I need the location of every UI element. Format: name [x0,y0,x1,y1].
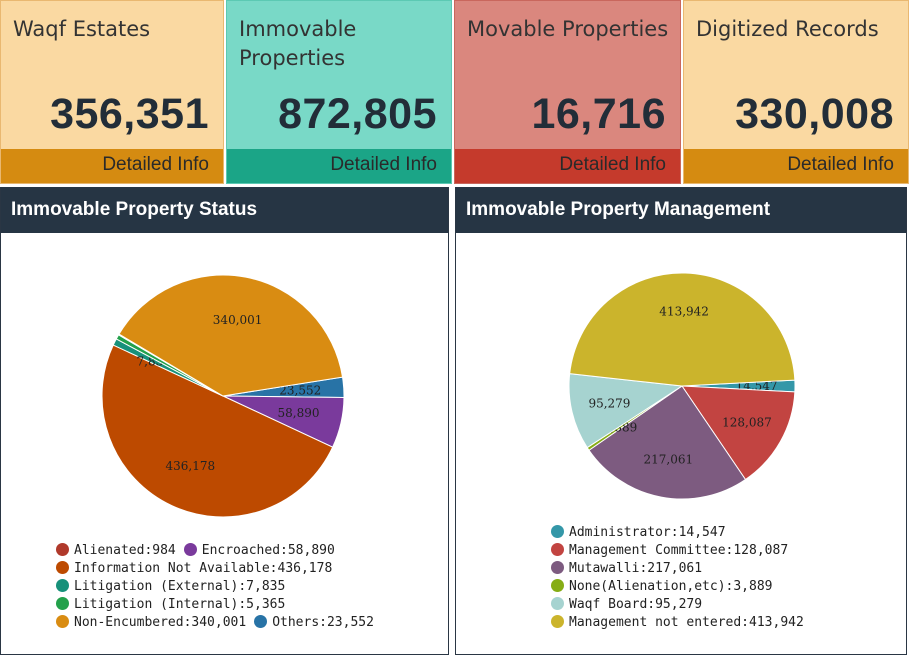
legend-label: Mutawalli:217,061 [569,561,703,576]
legend-row: Administrator:14,547 [551,524,812,542]
legend-swatch [551,579,564,592]
card-footer[interactable]: Detailed Info [1,149,223,183]
card-value: 356,351 [50,90,209,138]
slice-label-mutawalli: 217,061 [643,452,693,466]
movable-properties-card: Movable Properties 16,716 Detailed Info [454,0,681,184]
pie-slice-mutawalli[interactable] [588,385,747,500]
detailed-info-link[interactable]: Detailed Info [102,154,209,175]
legend-swatch [551,615,564,628]
pie-slice-waqf-board[interactable] [568,373,684,449]
slice-label-encroached: 58,890 [277,406,319,420]
legend-row: Mutawalli:217,061 [551,560,812,578]
panel-header: Immovable Property Status [1,187,448,233]
legend-label: None(Alienation,etc):3,889 [569,579,773,594]
detailed-info-link[interactable]: Detailed Info [559,154,666,175]
legend-row: Alienated:984 Encroached:58,890 [56,542,382,560]
property-status-panel: Immovable Property Status 23,552 58,890 43… [0,187,449,655]
legend-swatch [56,579,69,592]
legend-item-information-not-available[interactable]: Information Not Available:436,178 [56,560,332,578]
legend-swatch [56,597,69,610]
legend-label: Litigation (External):7,835 [74,579,286,594]
pie-slice-information-not-available[interactable] [101,344,334,518]
legend-item-litigation-internal[interactable]: Litigation (Internal):5,365 [56,596,285,614]
legend-row: Management not entered:413,942 [551,614,812,632]
legend-item-mutawalli[interactable]: Mutawalli:217,061 [551,560,702,578]
digitized-records-card: Digitized Records 330,008 Detailed Info [683,0,909,184]
property-management-legend: Administrator:14,547 Management Committee… [551,524,812,632]
legend-item-management-not-entered[interactable]: Management not entered:413,942 [551,614,804,632]
pie-slice-management-committee[interactable] [681,385,796,481]
legend-swatch [254,615,268,628]
card-value: 16,716 [531,90,666,138]
slice-label-management-not-entered: 413,942 [659,304,709,318]
legend-label: Others:23,552 [272,615,374,630]
card-footer[interactable]: Detailed Info [227,149,451,183]
legend-row: Litigation (Internal):5,365 [56,596,382,614]
legend-swatch [56,615,69,628]
card-title: Waqf Estates [13,17,151,41]
detailed-info-link[interactable]: Detailed Info [787,154,894,175]
legend-label: Information Not Available:436,178 [74,561,333,576]
legend-label: Administrator:14,547 [569,525,726,540]
legend-row: Waqf Board:95,279 [551,596,812,614]
legend-item-administrator[interactable]: Administrator:14,547 [551,524,726,542]
card-title: Movable Properties [467,17,669,41]
card-footer[interactable]: Detailed Info [455,149,680,183]
slice-label-non-encumbered: 340,001 [213,313,263,327]
legend-row: None(Alienation,etc):3,889 [551,578,812,596]
waqf-estates-card: Waqf Estates 356,351 Detailed Info [0,0,224,184]
legend-row: Litigation (External):7,835 [56,578,382,596]
slice-label-others: 23,552 [279,383,321,397]
panel-header: Immovable Property Management [456,187,906,233]
property-status-legend: Alienated:984 Encroached:58,890 Informatio… [56,542,382,632]
legend-row: Information Not Available:436,178 [56,560,382,578]
slice-label-waqf-board: 95,279 [588,396,630,410]
legend-item-litigation-external[interactable]: Litigation (External):7,835 [56,578,285,596]
legend-swatch [56,561,69,574]
immovable-properties-card: Immovable Properties 872,805 Detailed In… [226,0,452,184]
panel-title: Immovable Property Management [466,199,771,220]
property-management-panel: Immovable Property Management 14,547 128,… [455,187,907,655]
legend-label: Encroached:58,890 [201,543,335,558]
slice-label-management-committee: 128,087 [722,416,772,430]
legend-swatch [551,597,564,610]
legend-item-others[interactable]: Others:23,552 [254,614,374,632]
legend-item-encroached[interactable]: Encroached:58,890 [183,542,335,560]
slice-label-information-not-available: 436,178 [166,459,216,473]
legend-swatch [551,525,564,538]
legend-swatch [56,543,69,556]
card-footer[interactable]: Detailed Info [684,149,908,183]
legend-label: Alienated:984 [74,543,176,558]
legend-item-none-alienation-etc[interactable]: None(Alienation,etc):3,889 [551,578,773,596]
panel-title: Immovable Property Status [11,199,258,220]
legend-label: Litigation (Internal):5,365 [74,597,286,612]
legend-swatch [551,543,564,556]
detailed-info-link[interactable]: Detailed Info [330,154,437,175]
legend-row: Non-Encumbered:340,001 Others:23,552 [56,614,382,632]
legend-swatch [551,561,564,574]
legend-item-non-encumbered[interactable]: Non-Encumbered:340,001 [56,614,246,632]
legend-item-management-committee[interactable]: Management Committee:128,087 [551,542,788,560]
legend-swatch [183,543,197,556]
card-title: Digitized Records [696,17,879,41]
legend-item-waqf-board[interactable]: Waqf Board:95,279 [551,596,702,614]
card-title: Immovable Properties [239,17,357,70]
legend-label: Management not entered:413,942 [569,615,804,630]
card-value: 330,008 [735,90,894,138]
legend-label: Waqf Board:95,279 [569,597,703,612]
legend-row: Management Committee:128,087 [551,542,812,560]
pie-slice-non-encumbered[interactable] [118,274,344,397]
card-value: 872,805 [278,90,437,138]
pie-slice-management-not-entered[interactable] [569,272,796,387]
legend-label: Management Committee:128,087 [569,543,789,558]
legend-label: Non-Encumbered:340,001 [74,615,247,630]
legend-item-alienated[interactable]: Alienated:984 [56,542,176,560]
